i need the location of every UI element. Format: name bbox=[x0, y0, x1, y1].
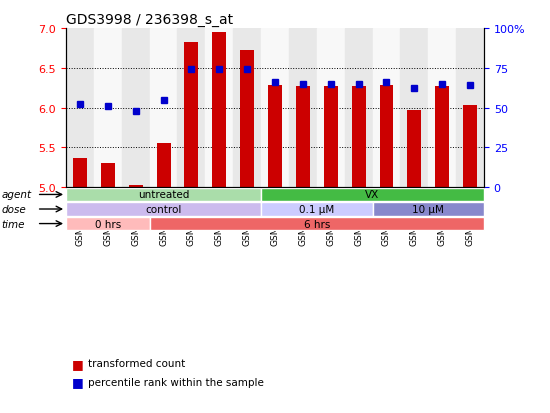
Bar bbox=[178, 29, 205, 188]
Text: GDS3998 / 236398_s_at: GDS3998 / 236398_s_at bbox=[66, 12, 233, 26]
Bar bbox=[428, 29, 456, 188]
Bar bbox=[184, 43, 199, 188]
Bar bbox=[379, 86, 393, 188]
Bar bbox=[101, 164, 115, 188]
Bar bbox=[66, 29, 94, 188]
Text: 10 μM: 10 μM bbox=[412, 204, 444, 214]
Bar bbox=[372, 29, 400, 188]
FancyBboxPatch shape bbox=[261, 203, 372, 216]
Bar bbox=[351, 87, 366, 188]
Bar bbox=[129, 185, 142, 188]
Bar bbox=[456, 29, 484, 188]
Bar bbox=[212, 33, 226, 188]
Bar bbox=[73, 158, 87, 188]
Text: time: time bbox=[2, 219, 25, 229]
Bar bbox=[435, 87, 449, 188]
FancyBboxPatch shape bbox=[150, 218, 484, 230]
Bar bbox=[157, 144, 170, 188]
Bar bbox=[296, 87, 310, 188]
Bar bbox=[233, 29, 261, 188]
Text: untreated: untreated bbox=[138, 190, 189, 200]
Bar bbox=[150, 29, 178, 188]
Bar bbox=[122, 29, 150, 188]
Bar bbox=[94, 29, 122, 188]
Text: dose: dose bbox=[2, 204, 26, 214]
Bar bbox=[408, 111, 421, 188]
Bar bbox=[463, 106, 477, 188]
Bar bbox=[324, 87, 338, 188]
Text: 0 hrs: 0 hrs bbox=[95, 219, 121, 229]
Text: percentile rank within the sample: percentile rank within the sample bbox=[88, 377, 264, 387]
Bar bbox=[268, 86, 282, 188]
Text: 6 hrs: 6 hrs bbox=[304, 219, 330, 229]
Bar bbox=[345, 29, 372, 188]
Bar bbox=[261, 29, 289, 188]
Text: ■: ■ bbox=[72, 375, 83, 389]
Text: transformed count: transformed count bbox=[88, 358, 185, 368]
FancyBboxPatch shape bbox=[66, 203, 261, 216]
Bar bbox=[240, 51, 254, 188]
FancyBboxPatch shape bbox=[372, 203, 484, 216]
Bar bbox=[317, 29, 345, 188]
Text: control: control bbox=[145, 204, 182, 214]
FancyBboxPatch shape bbox=[66, 188, 261, 202]
Bar bbox=[289, 29, 317, 188]
Bar bbox=[205, 29, 233, 188]
Text: agent: agent bbox=[2, 190, 32, 200]
Text: VX: VX bbox=[365, 190, 380, 200]
FancyBboxPatch shape bbox=[66, 218, 150, 230]
Text: ■: ■ bbox=[72, 357, 83, 370]
FancyBboxPatch shape bbox=[261, 188, 484, 202]
Text: 0.1 μM: 0.1 μM bbox=[299, 204, 334, 214]
Bar bbox=[400, 29, 428, 188]
